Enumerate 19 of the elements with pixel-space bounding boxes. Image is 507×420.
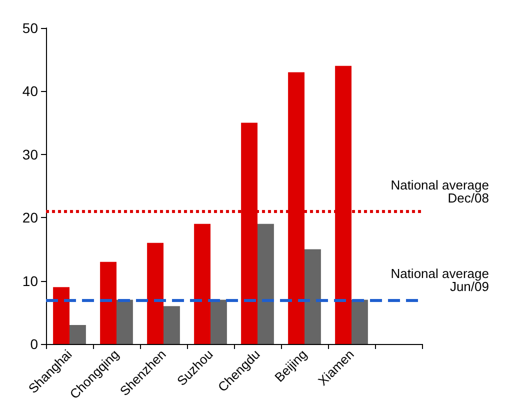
y-tick-label: 50 [22, 20, 38, 36]
bar [210, 300, 227, 344]
bar [352, 300, 368, 344]
ref-line-label: National average Dec/08 [390, 177, 489, 206]
bar [194, 224, 210, 344]
y-tick-label: 0 [30, 336, 38, 352]
bar [147, 242, 164, 344]
ref-line-label: National average Jun/09 [390, 266, 489, 294]
y-tick-label: 40 [22, 83, 38, 100]
bar [116, 300, 133, 344]
y-tick-label: 10 [22, 272, 38, 289]
bar [258, 224, 274, 344]
bar [70, 325, 86, 344]
y-tick-label: 20 [22, 210, 38, 226]
bar [53, 287, 70, 344]
bar [304, 249, 321, 344]
y-tick-label: 30 [22, 146, 38, 162]
bar [100, 262, 116, 344]
bar [164, 306, 180, 344]
